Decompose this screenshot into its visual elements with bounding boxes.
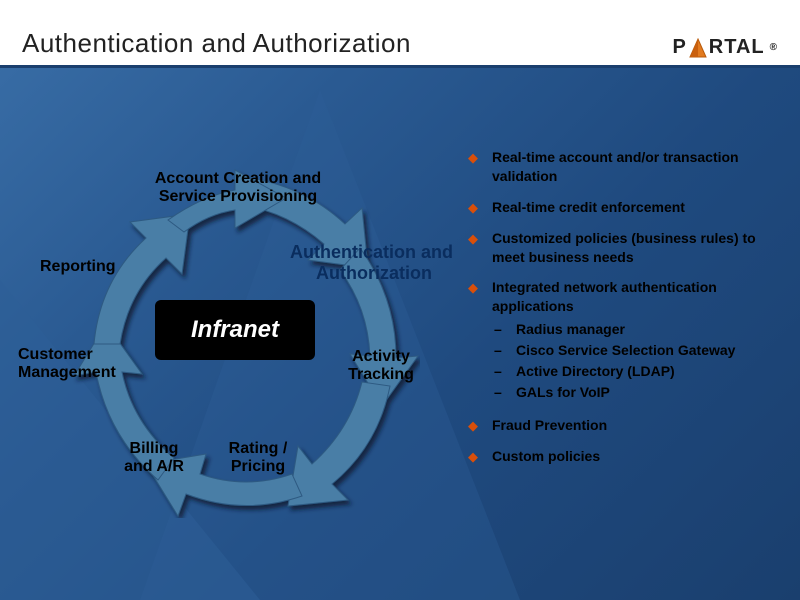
dash-bullet-icon: – <box>494 341 504 360</box>
bullet-text: Real-time credit enforcement <box>492 198 685 217</box>
node-auth-l2: Authorization <box>290 263 432 283</box>
node-activity-l1: Activity <box>352 348 410 365</box>
bullet-text: Real-time account and/or transaction val… <box>492 148 788 186</box>
hub-center: Infranet <box>155 300 315 360</box>
bullet-item: ◆ Real-time credit enforcement <box>468 198 788 217</box>
cycle-diagram: Infranet Account Creation and Service Pr… <box>0 68 460 600</box>
sub-bullet-text: Cisco Service Selection Gateway <box>516 341 735 360</box>
bullet-text: Fraud Prevention <box>492 416 607 435</box>
diamond-bullet-icon: ◆ <box>468 149 478 186</box>
node-account-l2: Service Provisioning <box>159 188 317 205</box>
sub-bullet-text: Active Directory (LDAP) <box>516 362 675 381</box>
node-customer-l1: Customer <box>18 346 93 363</box>
logo-text-left: P <box>672 36 686 59</box>
bullet-item: ◆ Custom policies <box>468 447 788 466</box>
node-account: Account Creation and Service Provisionin… <box>128 170 348 207</box>
header-bar: Authentication and Authorization P RTAL … <box>0 0 800 68</box>
bullet-list: ◆ Real-time account and/or transaction v… <box>468 148 788 478</box>
logo-text-right: RTAL <box>709 36 765 59</box>
diamond-bullet-icon: ◆ <box>468 417 478 435</box>
node-billing-l1: Billing <box>130 440 179 457</box>
bullet-text: Integrated network authentication applic… <box>492 279 717 314</box>
diamond-bullet-icon: ◆ <box>468 448 478 466</box>
node-billing-l2: and A/R <box>124 458 184 475</box>
hub-label: Infranet <box>191 316 279 344</box>
bullet-item: ◆ Customized policies (business rules) t… <box>468 229 788 267</box>
node-auth-l1: Authentication and <box>290 242 453 262</box>
node-rating-l1: Rating / <box>229 440 288 457</box>
node-activity: Activity Tracking <box>336 348 426 385</box>
bullet-text: Custom policies <box>492 447 600 466</box>
bullet-text: Customized policies (business rules) to … <box>492 229 788 267</box>
sub-bullet-item: –Cisco Service Selection Gateway <box>494 341 788 360</box>
node-auth: Authentication and Authorization <box>290 242 490 283</box>
diamond-bullet-icon: ◆ <box>468 230 478 267</box>
registered-icon: ® <box>770 42 778 53</box>
page-title: Authentication and Authorization <box>22 28 411 59</box>
diamond-bullet-icon: ◆ <box>468 199 478 217</box>
dash-bullet-icon: – <box>494 383 504 402</box>
node-customer-l2: Management <box>18 364 116 381</box>
node-account-l1: Account Creation and <box>155 170 321 187</box>
logo-triangle-icon <box>689 38 707 58</box>
sub-bullet-item: –Active Directory (LDAP) <box>494 362 788 381</box>
node-reporting-l1: Reporting <box>40 258 116 275</box>
node-rating-l2: Pricing <box>231 458 285 475</box>
dash-bullet-icon: – <box>494 320 504 339</box>
content-area: Infranet Account Creation and Service Pr… <box>0 68 800 600</box>
node-reporting: Reporting <box>40 258 140 276</box>
sub-bullet-item: –Radius manager <box>494 320 788 339</box>
bullet-item: ◆ Real-time account and/or transaction v… <box>468 148 788 186</box>
node-activity-l2: Tracking <box>348 366 414 383</box>
sub-bullet-text: Radius manager <box>516 320 625 339</box>
node-billing: Billing and A/R <box>114 440 194 477</box>
node-rating: Rating / Pricing <box>218 440 298 477</box>
sub-bullet-text: GALs for VoIP <box>516 383 610 402</box>
dash-bullet-icon: – <box>494 362 504 381</box>
sub-bullet-item: –GALs for VoIP <box>494 383 788 402</box>
portal-logo: P RTAL ® <box>672 36 778 59</box>
bullet-item: ◆ Integrated network authentication appl… <box>468 278 788 403</box>
sub-bullet-list: –Radius manager –Cisco Service Selection… <box>494 320 788 402</box>
node-customer: Customer Management <box>18 346 128 383</box>
bullet-item: ◆ Fraud Prevention <box>468 416 788 435</box>
diamond-bullet-icon: ◆ <box>468 279 478 403</box>
